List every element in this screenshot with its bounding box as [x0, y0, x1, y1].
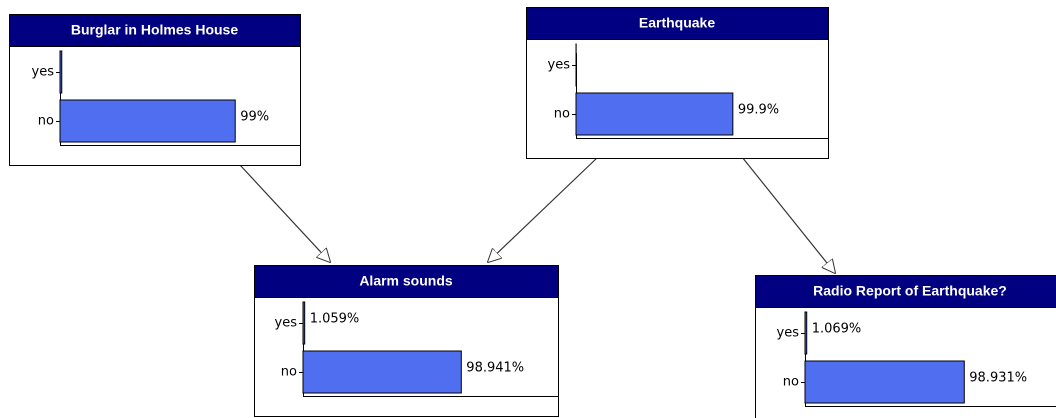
node-title: Earthquake	[639, 15, 715, 31]
edge	[741, 156, 835, 273]
bar	[804, 360, 965, 404]
state-label: no	[554, 107, 570, 122]
edge	[488, 156, 599, 262]
value-label: 98.931%	[969, 371, 1027, 386]
state-label: no	[783, 375, 799, 390]
bar	[575, 92, 734, 136]
value-label: 1.059%	[310, 312, 360, 327]
node-title: Radio Report of Earthquake?	[813, 283, 1007, 299]
value-label: 1.069%	[812, 322, 862, 337]
node-title: Burglar in Holmes House	[71, 22, 238, 38]
bar	[59, 99, 236, 143]
node-header	[254, 265, 559, 298]
node-header	[9, 14, 301, 47]
bar	[302, 301, 306, 345]
value-label: 99%	[240, 110, 269, 125]
value-label: 98.941%	[466, 361, 524, 376]
bar	[804, 311, 808, 355]
state-label: no	[38, 114, 54, 129]
state-label: yes	[777, 326, 800, 341]
bar	[302, 350, 462, 394]
edge	[239, 164, 330, 262]
state-label: yes	[275, 316, 298, 331]
node-header	[755, 275, 1056, 308]
value-label: 99.9%	[738, 103, 779, 118]
state-label: no	[281, 365, 297, 380]
edges	[239, 156, 835, 273]
state-label: yes	[32, 65, 55, 80]
state-label: yes	[548, 58, 571, 73]
node-header	[526, 7, 829, 40]
node-title: Alarm sounds	[359, 273, 453, 289]
bar	[59, 50, 63, 94]
